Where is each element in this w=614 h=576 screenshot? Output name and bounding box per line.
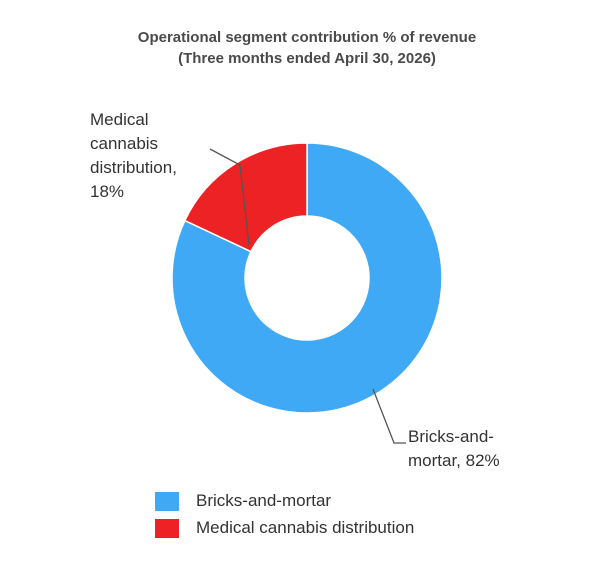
- chart-title: Operational segment contribution % of re…: [137, 29, 477, 46]
- data-label-bricks-line1: Bricks-and-: [408, 427, 494, 446]
- data-label-medical: Medical cannabis distribution, 18%: [90, 108, 220, 204]
- legend-label-bricks: Bricks-and-mortar: [196, 491, 332, 510]
- data-label-medical-line2: cannabis: [90, 134, 159, 153]
- leader-line-medical: [209, 148, 250, 246]
- data-label-bricks: Bricks-and- mortar, 82%: [408, 425, 558, 473]
- chart-subtitle: (Three months ended April 30, 2026): [178, 50, 436, 67]
- legend-swatch-bricks: [155, 491, 179, 511]
- data-label-bricks-line2: mortar, 82%: [408, 451, 500, 470]
- leader-line-bricks: [372, 388, 406, 444]
- legend-item-medical: Medical cannabis distribution: [155, 516, 414, 540]
- data-label-medical-line4: 18%: [90, 182, 125, 201]
- legend-item-bricks: Bricks-and-mortar: [155, 489, 414, 513]
- slice-medical-cannabis: [183, 142, 308, 253]
- legend: Bricks-and-mortar Medical cannabis distr…: [155, 489, 414, 543]
- data-label-medical-line1: Medical: [90, 110, 149, 129]
- slice-bricks-and-mortar: [171, 142, 443, 414]
- legend-label-medical: Medical cannabis distribution: [196, 518, 415, 537]
- data-label-medical-line3: distribution,: [90, 158, 177, 177]
- legend-swatch-medical: [155, 518, 179, 538]
